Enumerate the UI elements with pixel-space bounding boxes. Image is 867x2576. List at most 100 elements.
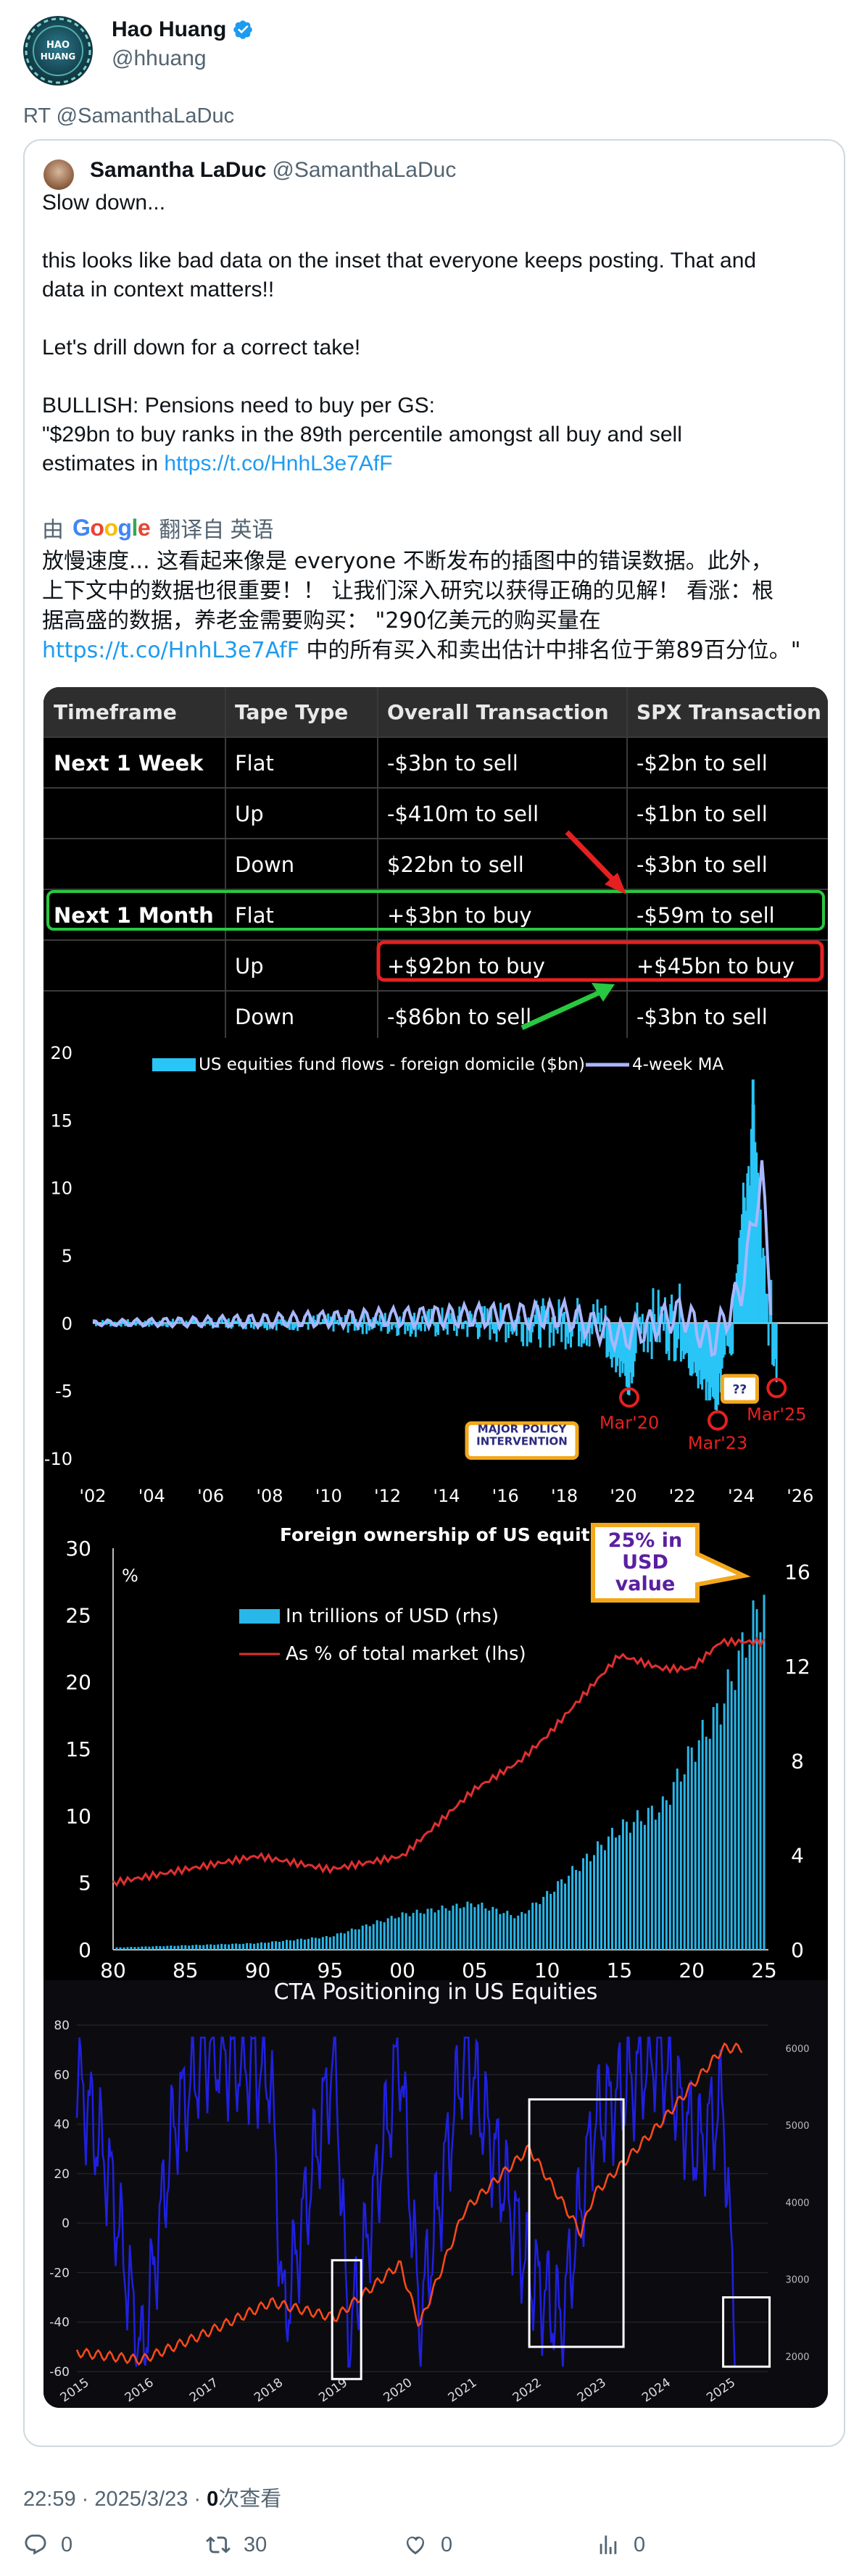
y-tick-label: 25	[65, 1603, 91, 1627]
y-tick-label: 15	[65, 1737, 91, 1761]
table-cell: -$2bn to sell	[636, 751, 768, 776]
x-tick-label: '26	[787, 1486, 813, 1506]
avatar-art: HAO HUANG	[25, 17, 91, 84]
x-tick-label: 05	[462, 1958, 488, 1980]
table-header-cell: Timeframe	[54, 700, 177, 724]
table-row: Up +$92bn to buy +$45bn to buy	[43, 941, 828, 992]
table-annotations	[46, 830, 825, 1031]
callout-box	[720, 1374, 759, 1404]
red-arrow	[565, 830, 620, 886]
callout-text: USD	[622, 1551, 668, 1574]
annotation-label: Mar'23	[688, 1433, 747, 1453]
y-tick-label: 40	[54, 2118, 70, 2132]
y-tick-label: 5	[78, 1871, 91, 1895]
callout-text: INTERVENTION	[476, 1434, 568, 1447]
x-tick-label: 10	[534, 1958, 560, 1980]
y-tick-label: 15	[50, 1110, 72, 1131]
spx-index-line	[75, 2042, 743, 2366]
quoted-display-name[interactable]: Samantha LaDuc	[90, 158, 267, 182]
translated-line: 中的所有买入和卖出估计中排名位于第89百分位。"	[299, 638, 801, 663]
google-letter: o	[104, 514, 118, 541]
chart-title: CTA Positioning in US Equities	[274, 1980, 598, 2005]
callout-box	[465, 1421, 579, 1460]
translate-suffix: 翻译自 英语	[159, 518, 274, 542]
quoted-handle[interactable]: @SamanthaLaDuc	[272, 158, 457, 182]
cta-positioning-svg: CTA Positioning in US Equities 80 60 40 20 0 -…	[43, 1980, 828, 2408]
table-row: Next 1 Month Flat +$3bn to buy -$59m to …	[43, 890, 828, 941]
table-cell: Next 1 Week	[54, 751, 204, 776]
x-tick-label: '22	[669, 1486, 696, 1506]
timestamp-text[interactable]: 22:59 · 2025/3/23 ·	[23, 2488, 207, 2511]
table-cell: -$3bn to sell	[636, 1005, 768, 1029]
table-cell: -$3bn to sell	[636, 852, 768, 877]
translated-line: 据高盛的数据，养老金需要购买： "290亿美元的购买量在	[42, 608, 601, 633]
tweet-header: HAO HUANG Hao Huang @hhuang	[23, 16, 844, 88]
table-cell: Flat	[235, 751, 274, 776]
y-right-tick-label: 8	[791, 1749, 804, 1773]
tweet-link[interactable]: https://t.co/HnhL3e7AfF	[164, 452, 393, 475]
cta-positioning-chart: CTA Positioning in US Equities 80 60 40 20 0 -…	[43, 1980, 828, 2408]
verified-badge-icon	[233, 20, 253, 39]
legend-label: 4-week MA	[632, 1055, 724, 1074]
y-tick-label: 30	[65, 1537, 91, 1561]
translate-prefix: 由	[42, 518, 64, 542]
x-tick-label: '04	[138, 1486, 165, 1506]
x-tick-label: 95	[318, 1958, 344, 1980]
x-tick-label: '06	[197, 1486, 224, 1506]
y-tick-label: 60	[54, 2068, 70, 2082]
text-line: BULLISH: Pensions need to buy per GS:	[42, 394, 435, 417]
author-handle[interactable]: @hhuang	[112, 46, 207, 70]
x-tick-label: '08	[256, 1486, 283, 1506]
translated-link[interactable]: https://t.co/HnhL3e7AfF	[42, 638, 299, 663]
views-button[interactable]: 0	[596, 2533, 645, 2557]
table-cell: -$59m to sell	[636, 903, 775, 928]
table-cell: -$410m to sell	[387, 802, 539, 826]
quoted-name-row: Samantha LaDuc @SamanthaLaDuc	[90, 158, 456, 183]
author-display-name[interactable]: Hao Huang	[112, 17, 227, 41]
x-tick-label: '24	[728, 1486, 755, 1506]
x-tick-label: 85	[173, 1958, 199, 1980]
chart-background	[43, 1980, 828, 2408]
y-tick-label: 80	[54, 2019, 70, 2033]
y-tick-label: 20	[50, 1043, 72, 1063]
y-right-tick-label: 2000	[785, 2352, 809, 2363]
callout-text: 25% in	[608, 1529, 683, 1552]
y-tick-label: -60	[49, 2365, 70, 2380]
y-right-tick-label: 5000	[785, 2121, 809, 2132]
author-avatar[interactable]: HAO HUANG	[23, 16, 93, 86]
gs-flow-table: Timeframe Tape Type Overall Transaction …	[43, 687, 828, 1042]
y-tick-label: -5	[55, 1382, 72, 1402]
reply-button[interactable]: 0	[23, 2533, 72, 2557]
tweet-media-image[interactable]: Timeframe Tape Type Overall Transaction …	[43, 687, 828, 2408]
y-tick-label: 0	[62, 1313, 72, 1334]
x-tick-label: '14	[433, 1486, 460, 1506]
highlight-box	[331, 2259, 362, 2380]
x-tick-label: 00	[389, 1958, 415, 1980]
x-tick-label: '16	[492, 1486, 519, 1506]
google-letter: e	[137, 514, 151, 541]
table-cell: +$92bn to buy	[387, 954, 545, 979]
x-tick-label: 15	[607, 1958, 633, 1980]
quoted-tweet-card[interactable]: Samantha LaDuc @SamanthaLaDuc Slow down..…	[23, 139, 845, 2447]
translated-line-with-link: https://t.co/HnhL3e7AfF 中的所有买入和卖出估计中排名位于…	[42, 636, 832, 665]
table-cell: -$3bn to sell	[387, 751, 518, 776]
legend-label: In trillions of USD (rhs)	[286, 1605, 499, 1627]
y-tick-label: 0	[62, 2216, 70, 2231]
table-cell: Flat	[235, 903, 274, 928]
y-right-tick-label: 6000	[785, 2044, 809, 2055]
quoted-author-avatar[interactable]	[43, 159, 74, 190]
reply-icon	[25, 2534, 46, 2555]
like-button[interactable]: 0	[403, 2533, 452, 2557]
like-count: 0	[441, 2533, 453, 2556]
text-line-with-link: estimates in https://t.co/HnhL3e7AfF	[42, 449, 832, 478]
heart-icon	[406, 2536, 425, 2555]
translation-attribution[interactable]: 由 Google 翻译自 英语	[42, 512, 274, 544]
table-divider	[225, 687, 226, 1038]
table-row: Next 1 Week Flat -$3bn to sell -$2bn to …	[43, 738, 828, 789]
ma-line	[92, 1160, 773, 1358]
y-tick-label: -40	[49, 2316, 70, 2330]
retweet-button[interactable]: 30	[206, 2533, 267, 2557]
y-tick-label: 0	[78, 1938, 91, 1962]
table-row: Up -$410m to sell -$1bn to sell	[43, 789, 828, 839]
table-cell: Down	[235, 852, 295, 877]
